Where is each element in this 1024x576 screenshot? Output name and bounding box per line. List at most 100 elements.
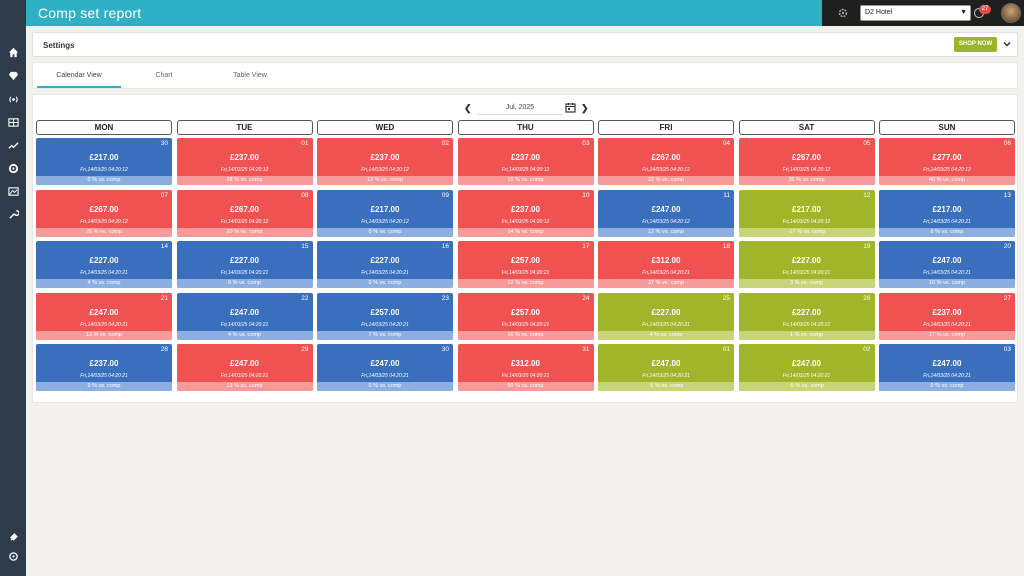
- vs-comp-label: 14 % vs. comp: [457, 227, 594, 237]
- shop-now-button[interactable]: SHOP NOW: [954, 37, 997, 52]
- calendar-day-cell[interactable]: 31 £312.00 Fri,14/03/25 04:20:21 50 % vs. c…: [457, 344, 594, 391]
- home-icon[interactable]: [6, 45, 20, 59]
- day-number: 03: [1003, 346, 1011, 353]
- calendar-day-cell[interactable]: 12 £217.00 Fri,14/03/25 04:20:12 -17 % vs. …: [738, 189, 875, 237]
- calendar-day-cell[interactable]: 20 £247.00 Fri,14/03/25 04:20:21 10 % vs. c…: [879, 241, 1015, 288]
- vs-comp-label: 16 % vs. comp: [457, 330, 594, 340]
- shop-timestamp: Fri,14/03/25 04:20:12: [782, 218, 831, 225]
- vs-comp-label: 0 % vs. comp: [317, 382, 453, 391]
- calendar-day-cell[interactable]: 24 £257.00 Fri,14/03/25 04:20:21 16 % vs. c…: [457, 292, 594, 340]
- calendar-day-cell[interactable]: 02 £247.00 Fri,14/03/25 04:20:21 -5 % vs. c…: [738, 344, 875, 391]
- shop-timestamp: Fri,14/03/25 04:20:12: [501, 167, 550, 173]
- month-field[interactable]: Jul, 2025: [477, 101, 563, 115]
- calendar-day-cell[interactable]: 11 £247.00 Fri,14/03/25 04:20:12 12 % vs. c…: [598, 189, 734, 237]
- shop-timestamp: Fri,14/03/25 04:20:21: [923, 373, 971, 379]
- calendar-day-cell[interactable]: 30 £247.00 Fri,14/03/25 04:20:21 0 % vs. co…: [317, 344, 453, 391]
- calendar-day-cell[interactable]: 21 £247.00 Fri,14/03/25 04:20:21 13 % vs. c…: [36, 292, 172, 340]
- image-icon[interactable]: [6, 184, 20, 198]
- vs-comp-label: 0 % vs. comp: [317, 279, 453, 288]
- calendar-day-cell[interactable]: 18 £312.00 Fri,14/03/25 04:20:21 37 % vs. c…: [598, 241, 734, 288]
- gear-icon[interactable]: [6, 161, 20, 175]
- rate-price: £247.00: [89, 307, 119, 317]
- vs-comp-label: 22 % vs. comp: [598, 176, 734, 185]
- vs-comp-label: 22 % vs. comp: [457, 279, 594, 288]
- power-icon[interactable]: [6, 549, 20, 563]
- calendar-day-cell[interactable]: 19 £227.00 Fri,14/03/25 04:20:21 3 % vs. co…: [738, 241, 875, 288]
- day-header: SUN: [879, 120, 1015, 135]
- avatar[interactable]: [1001, 3, 1021, 23]
- calendar-day-cell[interactable]: 26 £227.00 Fri,14/03/25 04:20:21 1 % vs. co…: [738, 292, 875, 340]
- calendar-day-cell[interactable]: 23 £257.00 Fri,14/03/25 04:20:21 7 % vs. co…: [317, 292, 453, 340]
- rate-price: £227.00: [792, 256, 821, 265]
- rate-price: £237.00: [932, 307, 962, 317]
- hotel-select[interactable]: D2 Hotel ▼: [860, 5, 971, 21]
- tab-calendar-view[interactable]: Calendar View: [37, 63, 121, 88]
- day-number: 01: [722, 346, 730, 353]
- day-number: 10: [582, 191, 590, 199]
- vs-comp-label: -5 % vs. comp: [738, 382, 875, 391]
- rate-price: £227.00: [89, 256, 119, 265]
- vs-comp-label: 12 % vs. comp: [317, 176, 453, 185]
- shop-timestamp: Fri,14/03/25 04:20:21: [80, 373, 128, 379]
- calendar-day-cell[interactable]: 01 £237.00 Fri,14/03/25 04:20:12 18 % vs. c…: [176, 138, 313, 185]
- calendar-day-cell[interactable]: 05 £267.00 Fri,14/03/25 04:20:12 35 % vs. c…: [738, 138, 875, 185]
- vs-comp-label: 18 % vs. comp: [176, 176, 313, 185]
- calendar-day-cell[interactable]: 27 £237.00 Fri,14/03/25 04:20:21 17 % vs. c…: [879, 292, 1015, 340]
- plug-icon[interactable]: [6, 530, 20, 544]
- rate-price: £257.00: [370, 307, 400, 317]
- calendar-day-cell[interactable]: 16 £227.00 Fri,14/03/25 04:20:21 0 % vs. co…: [317, 241, 453, 288]
- rate-price: £247.00: [651, 204, 681, 214]
- day-number: 30: [160, 140, 168, 147]
- shop-timestamp: Fri,14/03/25 04:20:12: [782, 167, 831, 173]
- calendar-day-cell[interactable]: 01 £247.00 Fri,14/03/25 04:20:21 -5 % vs. c…: [598, 344, 734, 391]
- grid-icon[interactable]: [6, 115, 20, 129]
- calendar-day-cell[interactable]: 30 £217.00 Fri,14/03/25 04:20:12 0 % vs. co…: [36, 138, 172, 185]
- calendar-day-cell[interactable]: 03 £247.00 Fri,14/03/25 04:20:21 0 % vs. co…: [879, 344, 1015, 391]
- day-number: 03: [582, 140, 590, 147]
- day-number: 08: [301, 191, 309, 199]
- calendar-day-cell[interactable]: 14 £227.00 Fri,14/03/25 04:20:21 4 % vs. co…: [36, 241, 172, 288]
- calendar-day-cell[interactable]: 28 £237.00 Fri,14/03/25 04:20:21 9 % vs. co…: [36, 344, 172, 391]
- chevron-down-icon: ▼: [960, 9, 967, 16]
- tab-table-view[interactable]: Table View: [233, 72, 267, 79]
- calendar-icon[interactable]: [565, 102, 576, 113]
- calendar-day-cell[interactable]: 08 £267.00 Fri,14/03/25 04:20:12 20 % vs. c…: [176, 189, 313, 237]
- broadcast-icon[interactable]: [6, 92, 20, 106]
- shop-timestamp: Fri,14/03/25 04:20:21: [923, 321, 971, 328]
- day-number: 16: [441, 243, 449, 250]
- shop-timestamp: Fri,14/03/25 04:20:21: [501, 321, 550, 328]
- calendar-day-cell[interactable]: 15 £227.00 Fri,14/03/25 04:20:21 8 % vs. co…: [176, 241, 313, 288]
- day-number: 01: [301, 140, 309, 147]
- trend-icon[interactable]: [6, 138, 20, 152]
- settings-cog-icon[interactable]: [837, 7, 849, 19]
- chevron-left-icon[interactable]: ❮: [464, 103, 472, 113]
- diamond-icon[interactable]: [6, 68, 20, 82]
- calendar-day-cell[interactable]: 13 £217.00 Fri,14/03/25 04:20:21 6 % vs. co…: [879, 189, 1015, 237]
- chevron-down-icon[interactable]: [1002, 39, 1012, 49]
- chevron-right-icon[interactable]: ❯: [581, 103, 589, 113]
- vs-comp-label: 6 % vs. comp: [879, 227, 1015, 237]
- calendar-day-cell[interactable]: 10 £237.00 Fri,14/03/25 04:20:12 14 % vs. c…: [457, 189, 594, 237]
- vs-comp-label: 0 % vs. comp: [36, 176, 172, 185]
- day-header: FRI: [598, 120, 734, 135]
- day-number: 22: [301, 294, 309, 302]
- settings-title: Settings: [43, 41, 75, 50]
- shop-timestamp: Fri,14/03/25 04:20:21: [220, 373, 269, 379]
- day-number: 04: [722, 140, 730, 147]
- day-number: 23: [441, 294, 449, 302]
- calendar-day-cell[interactable]: 25 £227.00 Fri,14/03/25 04:20:21 4 % vs. co…: [598, 292, 734, 340]
- wrench-icon[interactable]: [6, 207, 20, 221]
- tab-chart[interactable]: Chart: [155, 72, 173, 79]
- calendar-day-cell[interactable]: 29 £247.00 Fri,14/03/25 04:20:21 13 % vs. c…: [176, 344, 313, 391]
- calendar-day-cell[interactable]: 22 £247.00 Fri,14/03/25 04:20:21 4 % vs. co…: [176, 292, 313, 340]
- calendar-day-cell[interactable]: 09 £217.00 Fri,14/03/25 04:20:12 0 % vs. co…: [317, 189, 453, 237]
- calendar-day-cell[interactable]: 03 £237.00 Fri,14/03/25 04:20:12 15 % vs. c…: [457, 138, 594, 185]
- calendar-day-cell[interactable]: 06 £277.00 Fri,14/03/25 04:20:12 40 % vs. c…: [879, 138, 1015, 185]
- rate-price: £312.00: [511, 359, 540, 368]
- calendar-day-cell[interactable]: 17 £257.00 Fri,14/03/25 04:20:21 22 % vs. c…: [457, 241, 594, 288]
- shop-timestamp: Fri,14/03/25 04:20:12: [220, 218, 269, 225]
- calendar-day-cell[interactable]: 04 £267.00 Fri,14/03/25 04:20:12 22 % vs. c…: [598, 138, 734, 185]
- calendar-panel: ❮ Jul, 2025 ❯ MON TUE WED THU FRI SAT SUN 30 £21…: [32, 94, 1018, 403]
- calendar-day-cell[interactable]: 07 £267.00 Fri,14/03/25 04:20:12 26 % vs. c…: [36, 189, 172, 237]
- calendar-day-cell[interactable]: 02 £237.00 Fri,14/03/25 04:20:12 12 % vs. c…: [317, 138, 453, 185]
